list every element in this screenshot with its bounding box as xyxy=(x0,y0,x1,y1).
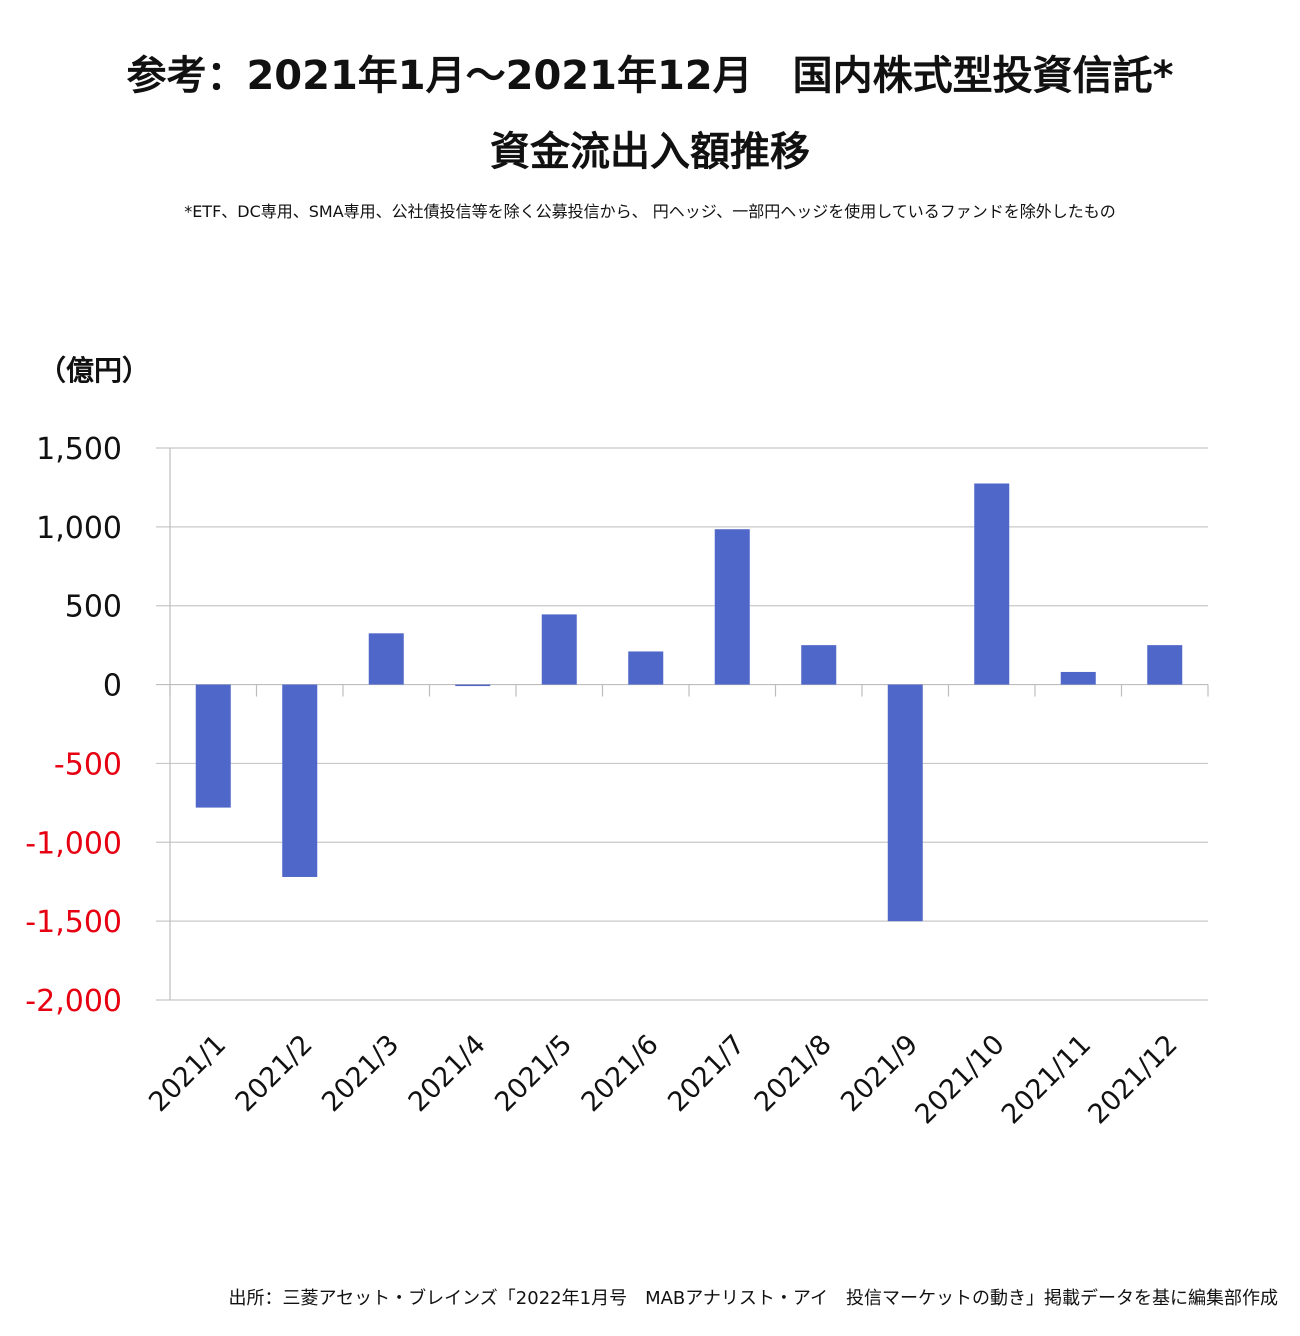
bar-2021/6 xyxy=(628,651,664,685)
bar-2021/12 xyxy=(1147,645,1183,685)
footnote: *ETF、DC専用、SMA専用、公社債投信等を除く公募投信から、 円ヘッジ、一部… xyxy=(184,202,1116,221)
bar-2021/9 xyxy=(887,684,923,922)
bar-2021/1 xyxy=(195,684,231,808)
x-tick-label: 2021/5 xyxy=(489,1029,578,1118)
bar-2021/10 xyxy=(974,483,1010,685)
bar-2021/11 xyxy=(1060,671,1096,685)
x-tick-label: 2021/8 xyxy=(749,1029,838,1118)
y-tick-label: -500 xyxy=(54,747,122,782)
y-tick-labels: 1,500 1,000 500 0 -500 -1,000 -1,500 -2,000 xyxy=(25,432,122,1019)
x-tick-label: 2021/9 xyxy=(835,1029,924,1118)
x-tick-label: 2021/12 xyxy=(1082,1029,1183,1130)
bar-2021/2 xyxy=(282,684,318,877)
bar-2021/8 xyxy=(801,645,837,685)
x-tick-label: 2021/3 xyxy=(316,1029,405,1118)
bars xyxy=(195,483,1183,922)
bar-2021/5 xyxy=(541,614,577,685)
chart-title-line2: 資金流出入額推移 xyxy=(490,129,810,175)
source-note: 出所：三菱アセット・ブレインズ「2022年1月号 MABアナリスト・アイ 投信マ… xyxy=(228,1288,1278,1309)
y-tick-label: 500 xyxy=(65,590,122,625)
y-tick-label: 1,500 xyxy=(36,432,122,467)
x-tick-label: 2021/6 xyxy=(576,1029,665,1118)
bar-2021/3 xyxy=(368,633,404,685)
y-tick-label: -2,000 xyxy=(25,984,122,1019)
chart-title: 参考：2021年1月～2021年12月 国内株式型投資信託* xyxy=(126,53,1174,99)
x-tick-labels: 2021/12021/22021/32021/42021/52021/62021… xyxy=(143,1029,1184,1130)
x-tick-label: 2021/10 xyxy=(909,1029,1010,1130)
x-tick-label: 2021/4 xyxy=(403,1029,492,1118)
x-tick-label: 2021/2 xyxy=(230,1029,319,1118)
bar-2021/7 xyxy=(714,529,750,685)
y-tick-label: 0 xyxy=(103,669,122,704)
x-tick-label: 2021/11 xyxy=(996,1029,1097,1130)
x-tick-label: 2021/7 xyxy=(662,1029,751,1118)
y-tick-label: -1,000 xyxy=(25,826,122,861)
x-tick-label: 2021/1 xyxy=(143,1029,232,1118)
y-axis-label: （億円） xyxy=(38,354,150,387)
grid-lines xyxy=(156,447,1209,1001)
bar-2021/4 xyxy=(455,684,491,687)
y-tick-label: 1,000 xyxy=(36,511,122,546)
y-tick-label: -1,500 xyxy=(25,905,122,940)
